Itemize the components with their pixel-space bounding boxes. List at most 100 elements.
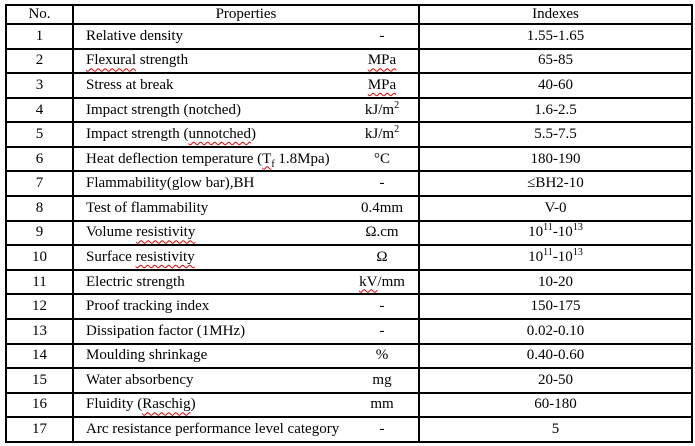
table-row: 11 Electric strength kV/mm 10-20 xyxy=(5,268,693,296)
text-segment: 5 xyxy=(551,421,560,438)
property-unit: - xyxy=(346,298,417,315)
text-segment: 1.8Mpa) xyxy=(274,150,330,167)
row-number-cell: 14 xyxy=(5,342,74,370)
text-segment: resistivity xyxy=(136,224,196,241)
material-properties-table: No. Properties Indexes 1 Relative density… xyxy=(5,4,693,443)
text-segment: V-0 xyxy=(544,199,567,216)
text-segment: 10-20 xyxy=(538,273,573,290)
property-wrap: Heat deflection temperature (Tf 1.8Mpa) °… xyxy=(75,150,417,170)
text-segment: Water absorbency xyxy=(86,371,194,388)
property-cell: Flexural strength MPa xyxy=(72,47,420,75)
property-wrap: Proof tracking index - xyxy=(75,298,417,315)
table-row: 7 Flammability(glow bar),BH - ≤BH2-10 xyxy=(5,170,693,198)
text-segment: 180-190 xyxy=(530,150,581,167)
table-row: 1 Relative density - 1.55-1.65 xyxy=(5,23,693,50)
text-segment: 0.40-0.60 xyxy=(526,347,585,364)
property-name: Volume resistivity xyxy=(86,224,346,241)
row-number-cell: 12 xyxy=(5,293,74,320)
table-row: 12 Proof tracking index - 150-175 xyxy=(5,293,693,320)
text-segment: 40-60 xyxy=(538,76,573,93)
row-number-cell: 6 xyxy=(5,145,74,173)
text-segment: 2 xyxy=(394,99,400,111)
property-unit: Ω.cm xyxy=(346,224,417,241)
table-row: 10 Surface resistivity Ω 1011-1013 xyxy=(5,244,693,271)
text-segment: % xyxy=(375,347,389,364)
text-segment: °C xyxy=(373,150,390,167)
property-name: Dissipation factor (1MHz) xyxy=(86,323,346,340)
text-segment: Heat deflection temperature ( xyxy=(86,150,263,167)
table-row: 2 Flexural strength MPa 65-85 xyxy=(5,47,693,75)
row-number-cell: 16 xyxy=(5,391,74,419)
row-number-cell: 2 xyxy=(5,47,74,75)
text-segment: resistivity xyxy=(135,248,195,265)
index-cell: 1011-1013 xyxy=(418,244,693,271)
text-segment: 11 xyxy=(543,222,553,234)
text-segment: kV xyxy=(359,273,378,290)
property-unit: % xyxy=(346,347,417,364)
row-number-cell: 7 xyxy=(5,170,74,198)
property-name: Proof tracking index xyxy=(86,298,346,315)
property-wrap: Electric strength kV/mm xyxy=(75,273,417,291)
property-wrap: Water absorbency mg xyxy=(75,372,417,389)
text-segment: 5.5-7.5 xyxy=(534,126,577,143)
property-unit: - xyxy=(346,28,417,45)
text-segment: Flexural xyxy=(86,52,136,69)
text-segment: 65-85 xyxy=(538,52,573,69)
text-segment: MPa xyxy=(367,52,397,69)
index-cell: 180-190 xyxy=(418,145,693,173)
table-row: 14 Moulding shrinkage% 0.40-0.60 xyxy=(5,342,693,370)
property-name: Impact strength (notched) xyxy=(86,102,346,119)
property-name: Water absorbency xyxy=(86,372,346,389)
text-segment: Impact strength ( xyxy=(86,126,189,143)
text-segment: kJ/m xyxy=(364,101,395,118)
text-segment: - xyxy=(379,298,385,315)
text-segment: f xyxy=(271,158,275,170)
property-wrap: Volume resistivity Ω.cm xyxy=(75,224,417,241)
property-name: Test of flammability xyxy=(86,200,346,217)
row-number-cell: 11 xyxy=(5,268,74,296)
text-segment: Test of flammability xyxy=(86,199,209,216)
text-segment: strength xyxy=(136,52,189,69)
index-cell: 1011-1013 xyxy=(418,219,693,247)
row-number-cell: 13 xyxy=(5,317,74,345)
table-row: 17 Arc resistance performance level categ… xyxy=(5,416,693,443)
text-segment: Moulding shrinkage xyxy=(86,347,208,364)
property-cell: Flammability(glow bar),BH - xyxy=(72,170,420,198)
property-wrap: Flammability(glow bar),BH - xyxy=(75,175,417,192)
row-number-cell: 5 xyxy=(5,121,74,148)
text-segment: -10 xyxy=(552,248,573,265)
property-name: Electric strength xyxy=(86,274,346,291)
text-segment: -10 xyxy=(552,224,573,241)
text-segment: 0.4mm xyxy=(360,199,404,216)
property-cell: Proof tracking index - xyxy=(72,293,420,320)
text-segment: - xyxy=(379,421,385,438)
property-cell: Fluidity (Raschig) mm xyxy=(72,391,420,419)
text-segment: T xyxy=(262,150,272,167)
property-cell: Stress at break MPa xyxy=(72,72,420,99)
text-segment: Dissipation factor (1MHz) xyxy=(86,322,246,339)
text-segment: - xyxy=(379,175,385,192)
table-row: 13 Dissipation factor (1MHz) - 0.02-0.10 xyxy=(5,317,693,345)
property-unit: - xyxy=(346,323,417,340)
property-name: Stress at break xyxy=(86,77,346,94)
property-unit: MPa xyxy=(346,52,417,69)
index-cell: V-0 xyxy=(418,195,693,222)
text-segment: ) xyxy=(250,126,256,143)
row-number-cell: 17 xyxy=(5,416,74,443)
text-segment: 10 xyxy=(528,224,544,241)
property-name: Fluidity (Raschig) xyxy=(86,396,346,413)
property-name: Flammability(glow bar),BH xyxy=(86,175,346,192)
property-unit: mm xyxy=(346,396,417,413)
index-cell: 20-50 xyxy=(418,367,693,394)
text-segment: mm xyxy=(370,396,394,413)
index-cell: 60-180 xyxy=(418,391,693,419)
property-unit: - xyxy=(346,175,417,192)
table-row: 16 Fluidity (Raschig) mm 60-180 xyxy=(5,391,693,419)
table-row: 8 Test of flammability 0.4mm V-0 xyxy=(5,195,693,222)
text-segment: ≤BH2-10 xyxy=(527,175,584,192)
property-wrap: Relative density - xyxy=(75,27,417,45)
property-wrap: Moulding shrinkage% xyxy=(75,347,417,364)
text-segment: 1.6-2.5 xyxy=(534,101,577,118)
text-segment: Relative density xyxy=(86,27,184,44)
